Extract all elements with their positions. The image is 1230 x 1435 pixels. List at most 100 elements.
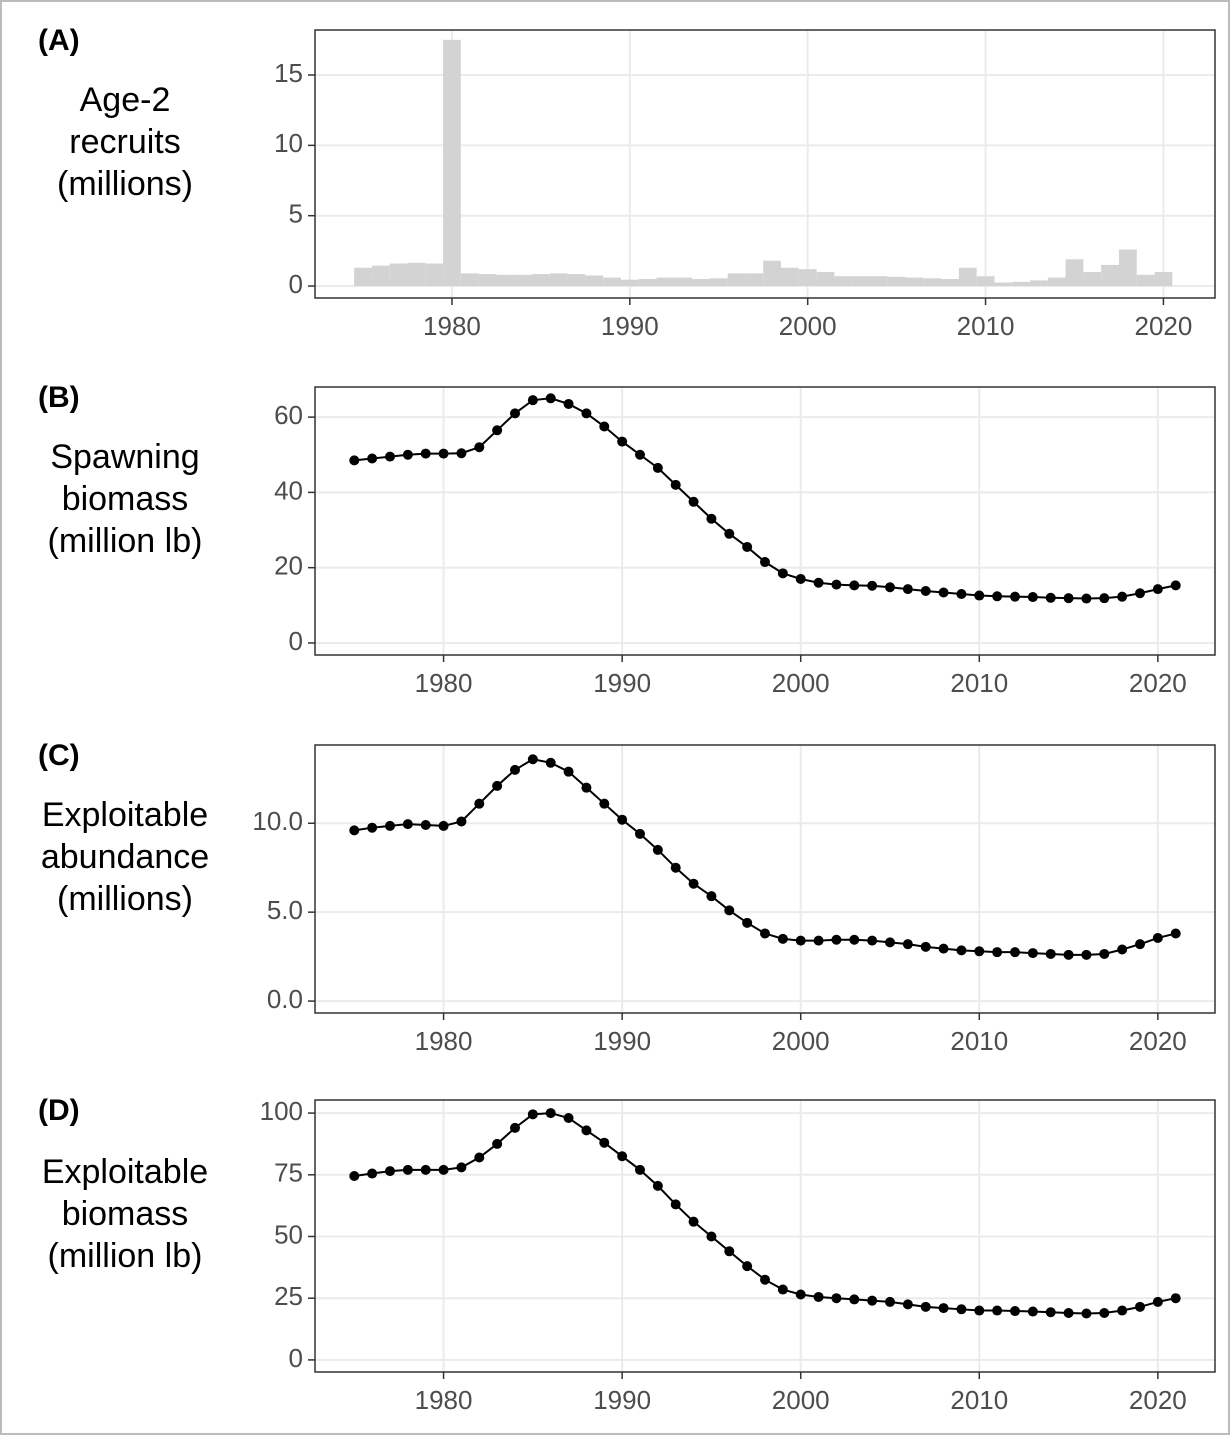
data-point <box>527 395 538 406</box>
bar <box>425 263 444 287</box>
data-point <box>635 1164 645 1175</box>
data-point <box>438 820 449 831</box>
bar <box>781 267 799 287</box>
bar <box>603 277 621 287</box>
bar <box>1118 249 1137 287</box>
y-axis-label: abundance <box>41 838 209 876</box>
data-point <box>474 798 485 809</box>
y-tick-label: 0 <box>289 269 303 299</box>
data-point <box>635 828 645 839</box>
data-point <box>956 589 967 600</box>
data-point <box>456 448 467 459</box>
panel: (C) Exploitable abundance (millions) 0.0 5.0 1… <box>38 739 1216 1056</box>
y-axis-label: biomass <box>62 480 189 518</box>
data-point <box>742 541 753 552</box>
panel-label: (D) <box>38 1094 80 1127</box>
data-point <box>885 582 895 593</box>
data-point <box>1099 948 1110 959</box>
data-point <box>1027 1306 1038 1317</box>
data-point <box>831 934 842 945</box>
data-point <box>760 1274 770 1285</box>
data-point <box>545 1108 556 1119</box>
y-tick-label: 5 <box>289 199 303 229</box>
y-axis-label: (millions) <box>57 165 193 203</box>
data-point <box>1063 593 1074 604</box>
data-point <box>527 1109 538 1120</box>
bar <box>460 273 479 287</box>
data-point <box>492 425 503 436</box>
data-point <box>510 1122 520 1133</box>
data-point <box>402 1164 413 1175</box>
data-point <box>956 945 967 956</box>
x-tick-label: 2000 <box>772 1026 830 1056</box>
data-point <box>617 814 628 825</box>
data-point <box>813 935 824 946</box>
y-tick-label: 25 <box>274 1281 303 1311</box>
bar <box>478 274 497 287</box>
y-tick-label: 60 <box>274 400 303 430</box>
bar <box>514 274 532 287</box>
x-tick-label: 1990 <box>593 1385 651 1415</box>
data-point <box>635 449 645 460</box>
panel-label: (C) <box>38 739 80 772</box>
data-point <box>831 579 842 590</box>
data-point <box>474 442 485 453</box>
data-point <box>1099 1308 1110 1319</box>
plot-border <box>314 744 1216 1014</box>
bar <box>941 279 959 287</box>
y-tick-label: 75 <box>274 1158 303 1188</box>
data-point <box>1099 593 1110 604</box>
data-point <box>420 820 431 831</box>
plot-background <box>315 745 1215 1013</box>
data-point <box>992 947 1003 958</box>
y-axis-label: recruits <box>69 123 180 161</box>
x-tick-label: 1990 <box>593 668 651 698</box>
bar <box>1083 271 1102 287</box>
data-point <box>974 590 985 601</box>
bar <box>443 39 461 287</box>
bar <box>887 276 906 287</box>
x-tick-label: 2000 <box>779 311 837 341</box>
bar <box>709 278 728 287</box>
data-point <box>706 1231 717 1242</box>
data-point <box>956 1304 967 1315</box>
data-point <box>849 934 860 945</box>
data-point <box>938 943 949 954</box>
data-point <box>974 946 985 957</box>
y-tick-label: 10 <box>274 128 303 158</box>
x-tick-label: 1980 <box>423 311 481 341</box>
data-point <box>760 557 770 568</box>
data-point <box>563 1113 574 1124</box>
data-point <box>599 421 610 432</box>
data-point <box>867 935 878 946</box>
data-point <box>1135 1301 1145 1312</box>
data-point <box>527 754 538 765</box>
data-point <box>385 451 395 462</box>
data-point <box>349 825 360 836</box>
data-point <box>1027 592 1038 603</box>
data-point <box>456 1162 467 1173</box>
bar <box>1154 271 1173 287</box>
data-point <box>670 479 681 490</box>
bar <box>354 267 372 287</box>
bar <box>549 273 568 287</box>
data-point <box>367 453 378 464</box>
bar <box>852 276 870 287</box>
plot-border <box>314 1099 1216 1373</box>
bar <box>389 263 408 287</box>
data-point <box>670 1199 681 1210</box>
data-point <box>867 580 878 591</box>
data-point <box>510 764 520 775</box>
data-point <box>563 766 574 777</box>
data-point <box>1081 593 1092 604</box>
data-point <box>1117 591 1128 602</box>
bar <box>1012 281 1031 287</box>
bar <box>1136 274 1155 287</box>
data-point <box>1170 580 1181 591</box>
panel: (B) Spawning biomass (million lb) 0 20 40 60 198… <box>38 381 1216 698</box>
y-tick-label: 15 <box>274 58 303 88</box>
data-point <box>652 844 663 855</box>
bar <box>656 277 675 287</box>
bar <box>763 260 782 287</box>
data-point <box>992 591 1003 602</box>
